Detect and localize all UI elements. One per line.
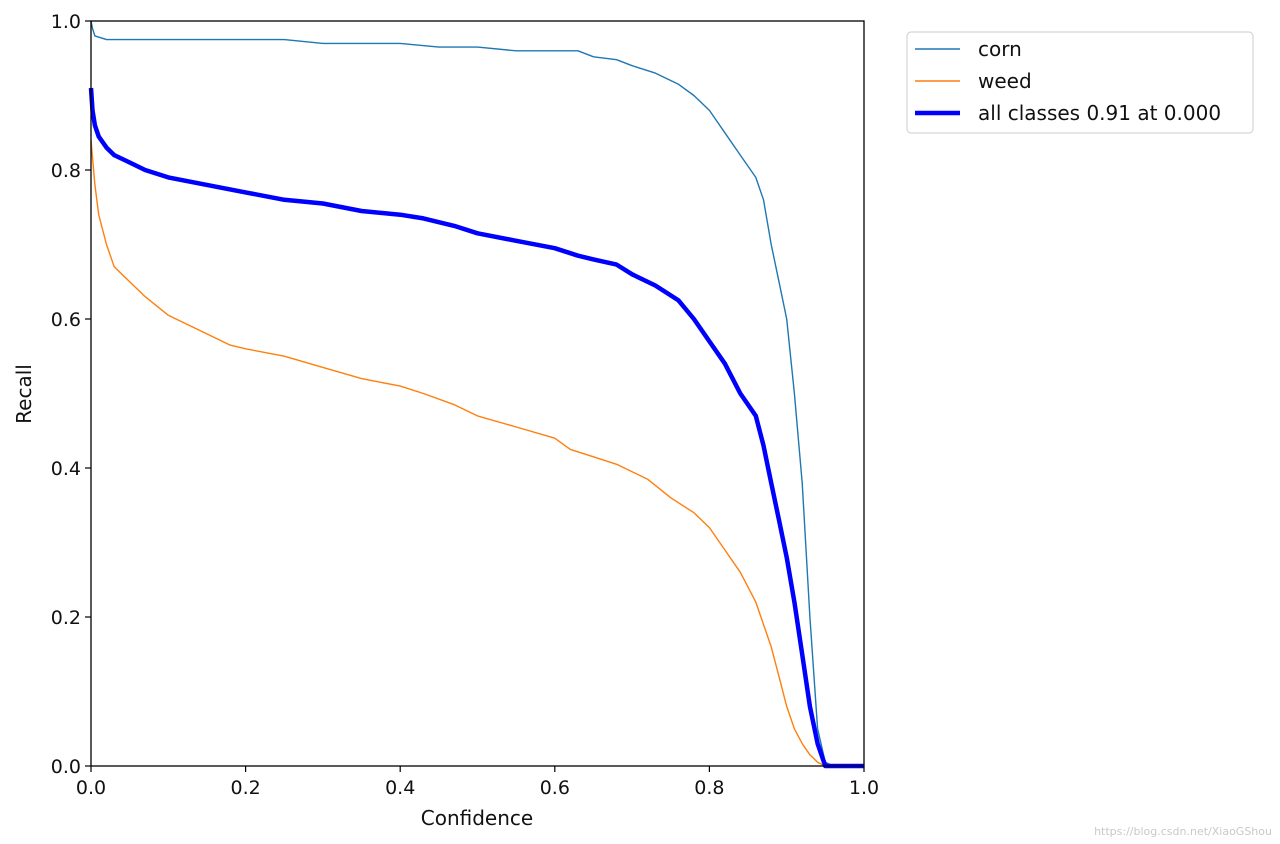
plot-frame xyxy=(90,20,865,767)
y-tick-label: 0.8 xyxy=(51,160,81,182)
legend-label: corn xyxy=(978,37,1022,61)
x-tick-label: 0.4 xyxy=(385,777,415,799)
legend-label: weed xyxy=(978,69,1032,93)
ticks-layer: 0.0 0.2 0.4 0.6 0.8 1.0 0.0 0.2 0.4 0.6 0.8 1.0 xyxy=(51,11,879,799)
x-tick-label: 0.8 xyxy=(694,777,724,799)
series-layer xyxy=(88,20,864,769)
x-tick-label: 0.6 xyxy=(540,777,570,799)
y-axis-label: Recall xyxy=(12,364,36,424)
plot-background xyxy=(91,21,864,766)
legend-entries: corn weed all classes 0.91 at 0.000 xyxy=(915,37,1221,125)
x-tick-label: 1.0 xyxy=(849,777,879,799)
x-tick-label: 0.0 xyxy=(76,777,106,799)
series-line-all-classes xyxy=(88,87,864,769)
legend-label: all classes 0.91 at 0.000 xyxy=(978,101,1221,125)
x-axis-label: Confidence xyxy=(421,806,533,830)
series-line-weed xyxy=(90,140,864,767)
series-line-corn xyxy=(90,20,864,767)
y-tick-label: 1.0 xyxy=(51,11,81,33)
y-tick-label: 0.6 xyxy=(51,309,81,331)
x-tick-label: 0.2 xyxy=(230,777,260,799)
y-tick-label: 0.4 xyxy=(51,458,81,480)
legend-box xyxy=(906,31,1254,134)
watermark: https://blog.csdn.net/XiaoGShou xyxy=(1094,825,1272,838)
legend: corn weed all classes 0.91 at 0.000 xyxy=(906,31,1254,134)
y-tick-label: 0.0 xyxy=(51,756,81,778)
y-tick-label: 0.2 xyxy=(51,607,81,629)
